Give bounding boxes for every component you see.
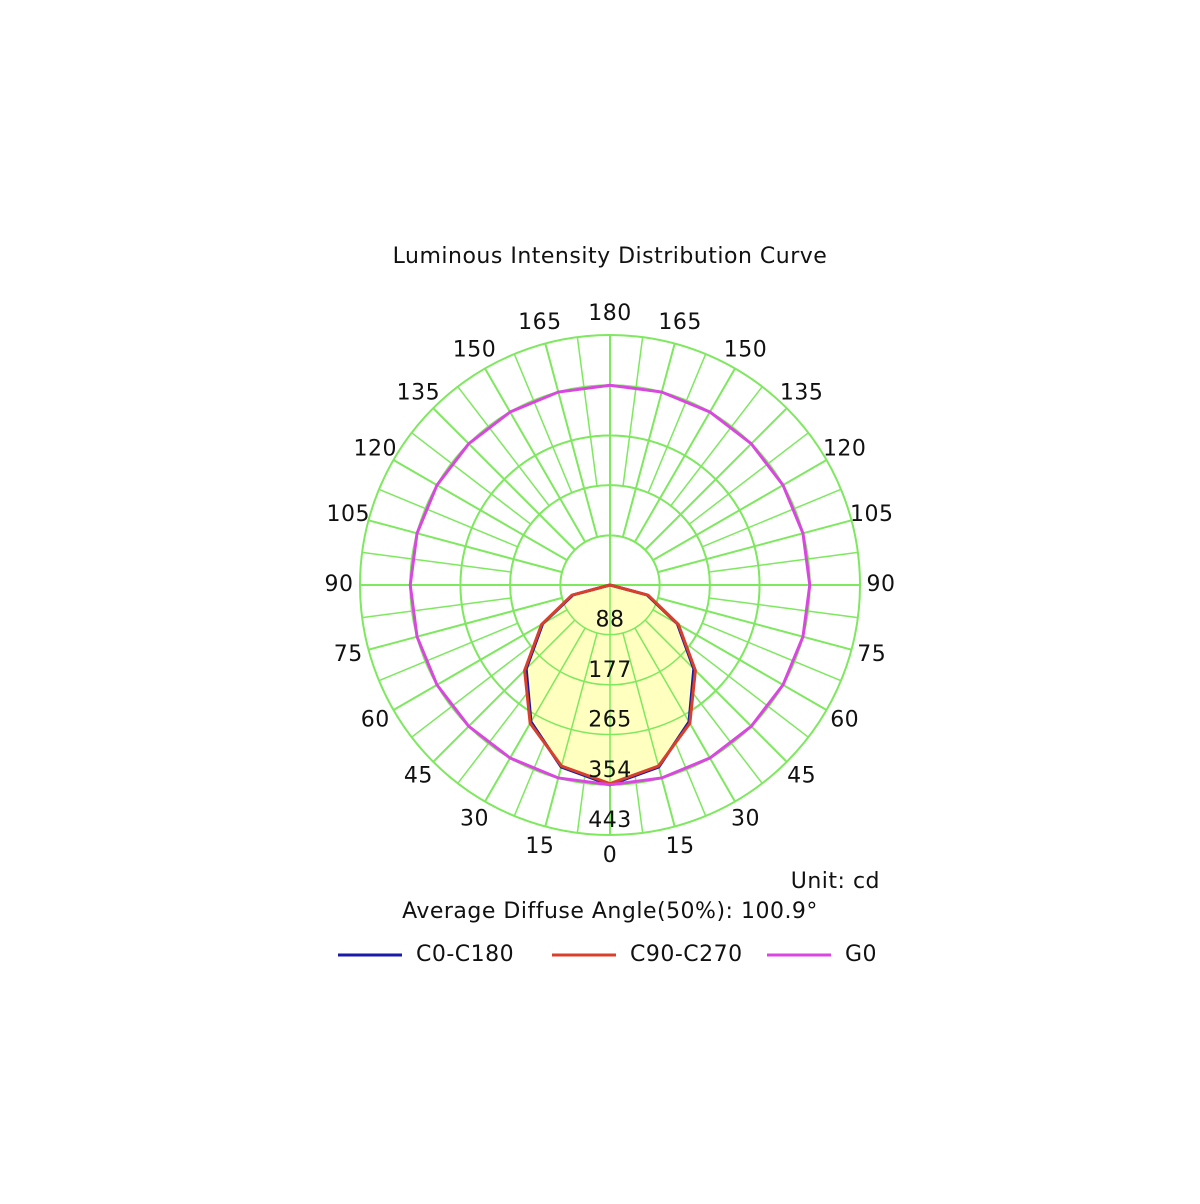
- spoke: [657, 597, 804, 638]
- spoke: [688, 432, 809, 525]
- spoke: [622, 337, 644, 487]
- angle-tick-label: 0: [603, 843, 618, 868]
- legend-label: G0: [845, 942, 877, 967]
- angle-tick-label: 45: [787, 764, 816, 789]
- spoke: [644, 619, 752, 727]
- angle-tick-label: 15: [525, 834, 554, 859]
- spoke: [622, 632, 663, 779]
- angle-tick-label: 120: [823, 437, 867, 462]
- spoke: [509, 627, 586, 759]
- spoke: [688, 645, 809, 738]
- spoke: [701, 622, 842, 682]
- spoke: [457, 386, 550, 507]
- angle-tick-label: 135: [397, 380, 441, 405]
- angle-tick-label: 165: [518, 310, 562, 335]
- angle-tick-label: 75: [334, 642, 363, 667]
- spoke: [670, 386, 763, 507]
- angle-tick-label: 165: [658, 310, 702, 335]
- angle-tick-label: 180: [588, 301, 632, 326]
- spoke: [557, 632, 598, 779]
- r-tick-label: 265: [588, 708, 632, 733]
- angle-tick-label: 75: [857, 642, 886, 667]
- angle-tick-label: 30: [460, 807, 489, 832]
- angle-tick-label: 60: [830, 708, 859, 733]
- note: Average Diffuse Angle(50%): 100.9°: [402, 899, 818, 924]
- spoke: [708, 551, 858, 573]
- angle-tick-label: 135: [780, 380, 824, 405]
- spoke: [468, 619, 576, 727]
- spoke: [416, 597, 563, 638]
- grid-ring: [359, 334, 861, 836]
- spoke: [411, 432, 532, 525]
- angle-tick-label: 150: [724, 337, 768, 362]
- angle-tick-label: 105: [850, 502, 894, 527]
- angle-tick-label: 15: [666, 834, 695, 859]
- r-tick-label: 354: [588, 758, 632, 783]
- spoke: [378, 488, 519, 548]
- angle-tick-label: 30: [731, 807, 760, 832]
- spoke: [647, 353, 707, 494]
- angle-tick-label: 60: [361, 708, 390, 733]
- angle-tick-label: 120: [354, 437, 398, 462]
- chart-title: Luminous Intensity Distribution Curve: [393, 244, 828, 269]
- spoke: [701, 488, 842, 548]
- r-tick-label: 443: [588, 808, 632, 833]
- angle-tick-label: 150: [453, 337, 497, 362]
- unit-label: Unit: cd: [791, 869, 880, 894]
- r-tick-label: 177: [588, 658, 632, 683]
- angle-tick-label: 105: [326, 502, 370, 527]
- spoke: [362, 597, 512, 619]
- angle-tick-label: 90: [325, 572, 354, 597]
- r-tick-label: 88: [596, 608, 625, 633]
- legend-label: C90-C270: [630, 942, 743, 967]
- spoke: [378, 622, 519, 682]
- spoke: [411, 645, 532, 738]
- spoke: [513, 353, 573, 494]
- angle-tick-label: 45: [404, 764, 433, 789]
- spoke: [634, 627, 711, 759]
- legend-label: C0-C180: [416, 942, 514, 967]
- angle-tick-label: 90: [867, 572, 896, 597]
- spoke: [576, 337, 598, 487]
- spoke: [362, 551, 512, 573]
- spoke: [708, 597, 858, 619]
- series-line: [408, 383, 812, 787]
